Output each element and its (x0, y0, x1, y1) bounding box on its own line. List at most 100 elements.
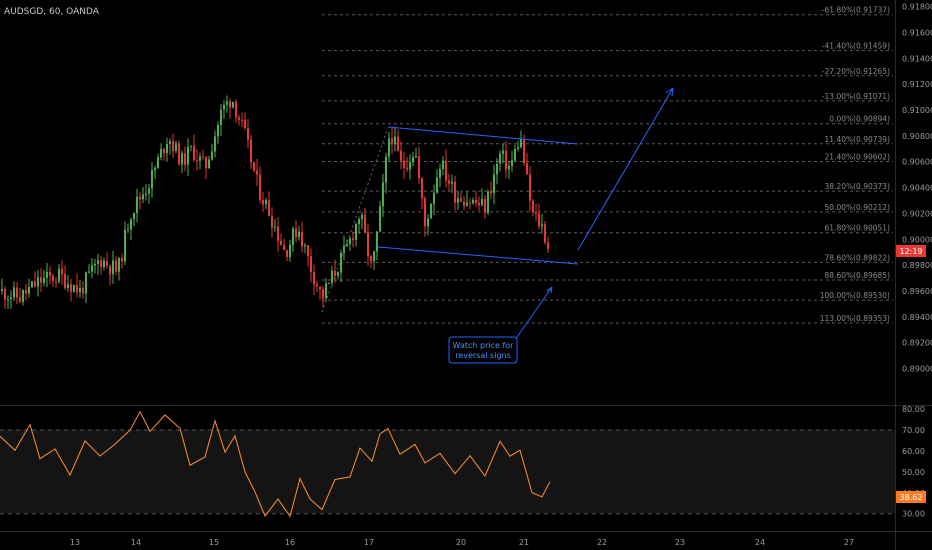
candle-body (133, 213, 135, 220)
price-axis-label: 0.89400 (902, 313, 932, 322)
drawings-layer[interactable] (321, 87, 674, 341)
candle-body (385, 156, 387, 183)
rsi-axis-label: 30.00 (902, 510, 925, 519)
time-axis-label: 16 (285, 538, 295, 547)
candle-body (37, 277, 39, 287)
candle-body (388, 138, 390, 157)
time-axis-label: 22 (597, 538, 607, 547)
candle-body (361, 214, 363, 220)
annotation-callout[interactable]: Watch price for reversal signs (448, 336, 518, 364)
rsi-line (0, 410, 551, 518)
candle-body (202, 156, 204, 158)
candle-body (433, 192, 435, 204)
candle-body (421, 178, 423, 199)
candle-body (52, 275, 54, 282)
candle-body (298, 231, 300, 238)
candle-body (271, 216, 273, 228)
candle-body (82, 287, 84, 294)
candle-body (265, 200, 267, 205)
candle-body (511, 160, 513, 167)
candle-body (490, 191, 492, 194)
candle-body (25, 289, 27, 294)
candle-body (169, 141, 171, 144)
candle-body (256, 170, 258, 175)
candle-body (253, 162, 255, 171)
candle-body (196, 159, 198, 161)
candle-body (262, 199, 264, 205)
candle-body (100, 260, 102, 267)
candlestick-series[interactable] (1, 95, 549, 310)
fib-level-label: 0.00%(0.90894) (829, 115, 890, 124)
fib-level-label: -41.40%(0.91459) (822, 42, 890, 51)
candle-body (145, 193, 147, 195)
candle-body (502, 150, 504, 154)
candle-body (127, 229, 129, 231)
candle-body (277, 226, 279, 241)
fib-level-label: 21.40%(0.90602) (825, 152, 891, 161)
candle-body (94, 264, 96, 266)
candle-body (427, 218, 429, 227)
price-axis-labels[interactable]: 0.91800 0.91600 0.91400 0.91200 0.91000 0.908… (902, 3, 932, 374)
symbol-label[interactable]: AUDSGD, 60, OANDA (4, 7, 100, 17)
candle-body (205, 156, 207, 169)
candle-body (79, 287, 81, 293)
channel-lower-line[interactable] (377, 246, 579, 265)
candle-body (91, 265, 93, 272)
candle-body (154, 168, 156, 171)
candle-body (430, 203, 432, 219)
candle-body (106, 260, 108, 266)
fib-level-label: 38.20%(0.90373) (825, 182, 891, 191)
candle-body (238, 117, 240, 120)
candle-body (544, 224, 546, 243)
candle-body (160, 148, 162, 158)
projection-arrow-line[interactable] (577, 87, 674, 251)
price-axis-label: 0.90200 (902, 209, 932, 218)
candle-body (409, 162, 411, 170)
fib-level-label: 113.00%(0.89353) (820, 314, 890, 323)
candle-body (244, 119, 246, 128)
candle-body (487, 191, 489, 213)
channel-upper-line[interactable] (387, 126, 579, 145)
candle-body (475, 199, 477, 204)
annotation-line-2: reversal signs (455, 351, 511, 360)
candle-body (58, 268, 60, 282)
candle-body (274, 226, 276, 228)
candle-body (193, 145, 195, 160)
fib-level-label: -13.00%(0.91071) (822, 92, 890, 101)
candle-body (523, 139, 525, 164)
candle-body (49, 271, 51, 276)
current-rsi-tag: 38.62 (896, 491, 926, 503)
candle-body (172, 141, 174, 151)
callout-pointer-head (546, 286, 553, 294)
candle-body (232, 101, 234, 108)
candle-body (478, 203, 480, 206)
candle-body (4, 288, 6, 300)
candle-body (121, 258, 123, 262)
price-axis-label: 0.91400 (902, 54, 932, 63)
candle-body (235, 101, 237, 118)
candle-body (175, 143, 177, 151)
candle-body (7, 299, 9, 301)
candle-body (457, 198, 459, 203)
candle-body (400, 150, 402, 161)
candle-body (463, 201, 465, 206)
candle-body (16, 287, 18, 298)
fibonacci-retracement[interactable]: -61.80%(0.91737) -41.40%(0.91459) -27.20%(… (322, 6, 893, 324)
price-axis-label: 0.91800 (902, 3, 932, 12)
callout-pointer-line[interactable] (514, 286, 553, 341)
candle-body (529, 174, 531, 201)
price-axis-label: 0.89600 (902, 287, 932, 296)
time-axis-labels[interactable]: 13 14 15 16 17 20 21 22 23 24 27 (70, 538, 854, 547)
candle-body (148, 188, 150, 194)
candle-body (289, 244, 291, 258)
candle-body (211, 151, 213, 160)
candle-body (22, 289, 24, 302)
candle-body (337, 272, 339, 276)
candle-body (460, 198, 462, 202)
candle-body (481, 198, 483, 206)
price-axis-label: 0.90000 (902, 235, 932, 244)
candle-body (85, 272, 87, 294)
fib-level-label: 88.60%(0.89685) (825, 271, 891, 280)
